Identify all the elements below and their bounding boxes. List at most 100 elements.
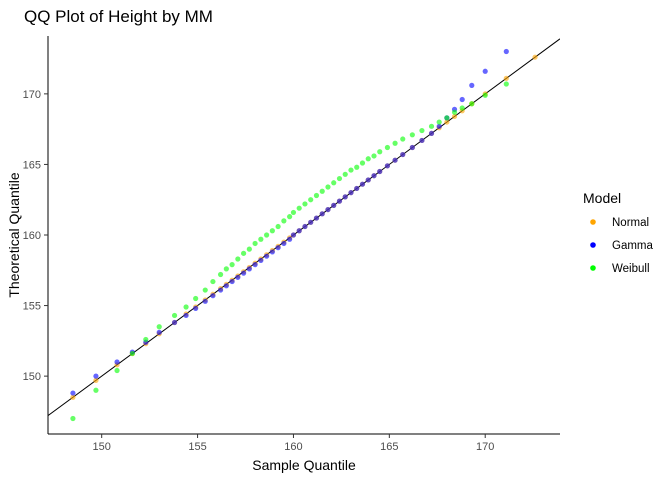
chart-title: QQ Plot of Height by MM [24, 7, 213, 26]
point-gamma [235, 274, 241, 280]
legend: Model Normal Gamma Weibull [583, 190, 654, 275]
y-tick-label: 165 [23, 159, 41, 171]
x-tick-label: 155 [188, 441, 206, 453]
point-weibull [290, 209, 297, 216]
point-weibull [114, 367, 120, 374]
point-weibull [246, 246, 252, 252]
point-weibull [202, 287, 208, 293]
point-gamma [217, 287, 224, 293]
point-weibull [313, 192, 320, 199]
point-normal [93, 377, 99, 383]
point-gamma [183, 312, 189, 319]
x-tick-label: 170 [476, 441, 494, 453]
y-tick-label: 170 [23, 89, 41, 101]
point-normal [532, 54, 538, 60]
point-weibull [444, 115, 450, 121]
series-weibull [70, 81, 509, 422]
point-gamma [296, 228, 302, 234]
point-weibull [93, 387, 99, 393]
x-tick-label: 160 [284, 441, 302, 453]
point-weibull [409, 132, 415, 138]
point-gamma [377, 168, 383, 175]
point-gamma [156, 329, 162, 335]
legend-swatch [590, 219, 596, 225]
point-weibull [275, 223, 281, 230]
legend-label: Normal [612, 217, 649, 229]
legend-swatch [590, 242, 596, 248]
point-weibull [296, 205, 302, 211]
point-gamma [287, 236, 293, 242]
legend-title: Model [583, 190, 621, 206]
point-weibull [217, 271, 224, 278]
point-gamma [459, 96, 465, 103]
point-weibull [319, 188, 325, 194]
point-gamma [193, 305, 199, 311]
point-gamma [246, 266, 252, 272]
x-tick-label: 165 [380, 441, 398, 453]
point-gamma [171, 319, 178, 326]
point-weibull [210, 278, 216, 285]
point-gamma [384, 163, 391, 169]
point-gamma [392, 157, 398, 163]
point-weibull [400, 136, 406, 142]
point-weibull [469, 101, 475, 107]
point-gamma [258, 257, 264, 264]
legend-label: Gamma [612, 240, 654, 252]
point-gamma [354, 185, 360, 192]
point-weibull [325, 184, 331, 190]
point-gamma [313, 215, 320, 221]
point-weibull [258, 236, 264, 242]
legend-label: Weibull [612, 263, 650, 275]
point-gamma [281, 240, 287, 247]
point-weibull [384, 144, 391, 151]
series-gamma [70, 48, 509, 396]
point-gamma [202, 298, 208, 304]
y-tick-label: 155 [23, 301, 41, 313]
legend-item-gamma: Gamma [590, 240, 654, 252]
point-gamma [93, 373, 99, 379]
point-gamma [325, 206, 331, 213]
point-weibull [183, 304, 189, 310]
point-weibull [143, 336, 149, 343]
point-weibull [269, 228, 275, 234]
x-tick-label: 150 [93, 441, 111, 453]
point-gamma [482, 68, 488, 74]
point-normal [444, 119, 450, 125]
point-gamma [240, 270, 247, 276]
point-gamma [252, 262, 258, 268]
point-gamma [302, 223, 308, 230]
point-weibull [252, 240, 258, 247]
point-weibull [365, 156, 371, 162]
point-weibull [459, 105, 465, 111]
y-axis-title: Theoretical Quantile [6, 172, 22, 298]
point-weibull [377, 149, 383, 155]
point-weibull [264, 232, 270, 238]
y-tick-label: 150 [23, 371, 41, 383]
point-weibull [359, 160, 366, 166]
point-weibull [193, 295, 199, 302]
point-weibull [482, 92, 488, 98]
point-weibull [129, 350, 135, 357]
point-weibull [156, 324, 162, 330]
point-gamma [428, 130, 435, 136]
point-weibull [371, 153, 377, 159]
point-weibull [308, 197, 314, 203]
point-gamma [469, 82, 475, 88]
point-weibull [419, 127, 425, 134]
point-weibull [171, 312, 178, 319]
point-weibull [336, 175, 343, 182]
point-normal [451, 113, 458, 120]
point-weibull [348, 167, 354, 173]
point-gamma [308, 219, 314, 225]
point-weibull [331, 180, 337, 186]
point-gamma [348, 190, 354, 196]
point-gamma [409, 144, 415, 151]
point-gamma [400, 151, 406, 158]
point-gamma [331, 202, 337, 208]
point-weibull [229, 262, 235, 268]
point-normal [70, 394, 76, 400]
point-weibull [342, 171, 348, 177]
legend-item-normal: Normal [590, 217, 649, 229]
point-gamma [223, 283, 229, 289]
point-gamma [359, 181, 366, 187]
